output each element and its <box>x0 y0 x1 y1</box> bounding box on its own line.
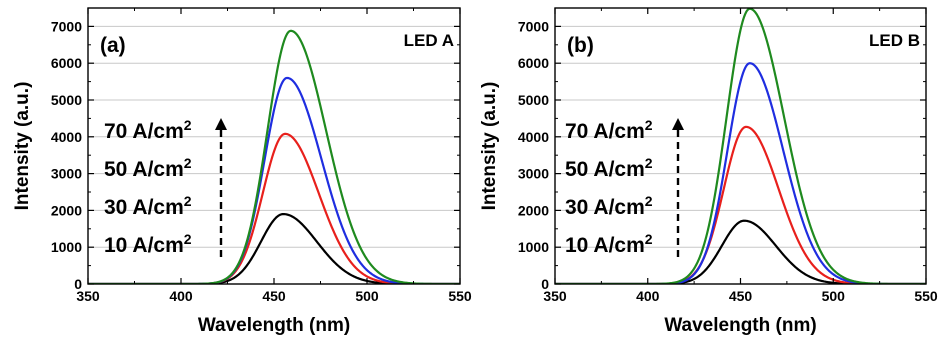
current-density-value: 50 A/cm <box>565 158 645 181</box>
current-density-value: 30 A/cm <box>565 196 645 219</box>
chart-panel-a: 0 1000 2000 3000 4000 5000 6000 7000 350 400 450 50… <box>12 7 472 336</box>
y-tick-label: 1000 <box>518 239 549 255</box>
current-density-value: 10 A/cm <box>104 234 184 257</box>
y-tick-label: 4000 <box>51 129 82 145</box>
superscript: 2 <box>184 155 192 171</box>
x-tick-label: 550 <box>448 288 472 304</box>
corner-label: LED B <box>869 31 920 50</box>
y-tick-label: 2000 <box>51 202 82 218</box>
increase-arrow-head-icon <box>215 118 227 130</box>
y-tick-label: 3000 <box>51 166 82 182</box>
y-tick-label: 0 <box>541 276 549 292</box>
x-tick-label: 350 <box>543 288 567 304</box>
x-tick-label: 450 <box>729 288 753 304</box>
panel-label: (b) <box>567 34 594 57</box>
y-tick-label: 7000 <box>51 18 82 34</box>
y-tick-label: 6000 <box>518 55 549 71</box>
current-density-value: 30 A/cm <box>104 196 184 219</box>
current-density-label: 10 A/cm2 <box>565 231 653 257</box>
superscript: 2 <box>184 193 192 209</box>
x-tick-label: 500 <box>822 288 846 304</box>
current-density-value: 10 A/cm <box>565 234 645 257</box>
current-density-label: 30 A/cm2 <box>565 193 653 219</box>
x-tick-label: 400 <box>636 288 660 304</box>
superscript: 2 <box>645 155 653 171</box>
current-density-label: 10 A/cm2 <box>104 231 192 257</box>
y-tick-label: 1000 <box>51 239 82 255</box>
y-axis-label: Intensity (a.u.) <box>12 82 33 211</box>
superscript: 2 <box>184 231 192 247</box>
superscript: 2 <box>645 193 653 209</box>
y-tick-label: 0 <box>74 276 82 292</box>
x-tick-label: 500 <box>355 288 379 304</box>
x-axis-label: Wavelength (nm) <box>664 315 816 336</box>
panel-label: (a) <box>100 34 126 57</box>
y-tick-label: 3000 <box>518 166 549 182</box>
y-tick-label: 5000 <box>518 92 549 108</box>
y-tick-label: 2000 <box>518 202 549 218</box>
superscript: 2 <box>184 117 192 133</box>
increase-arrow-head-icon <box>672 118 684 130</box>
current-density-value: 70 A/cm <box>104 120 184 143</box>
x-tick-label: 450 <box>262 288 286 304</box>
x-tick-label: 350 <box>76 288 100 304</box>
current-density-label: 50 A/cm2 <box>565 155 653 181</box>
corner-label: LED A <box>404 31 454 50</box>
x-tick-label: 400 <box>169 288 193 304</box>
x-tick-label: 550 <box>914 288 938 304</box>
y-tick-label: 7000 <box>518 18 549 34</box>
superscript: 2 <box>645 231 653 247</box>
series-line-4 <box>555 8 926 284</box>
y-axis-label: Intensity (a.u.) <box>479 82 500 211</box>
current-density-label: 70 A/cm2 <box>565 117 653 143</box>
current-density-label: 70 A/cm2 <box>104 117 192 143</box>
series-line-3 <box>88 76 460 284</box>
y-tick-label: 4000 <box>518 129 549 145</box>
current-density-value: 50 A/cm <box>104 158 184 181</box>
x-axis-label: Wavelength (nm) <box>198 315 350 336</box>
superscript: 2 <box>645 117 653 133</box>
current-density-label: 50 A/cm2 <box>104 155 192 181</box>
y-tick-label: 5000 <box>51 92 82 108</box>
series-line-4 <box>88 29 460 284</box>
current-density-label: 30 A/cm2 <box>104 193 192 219</box>
current-density-value: 70 A/cm <box>565 120 645 143</box>
y-tick-label: 6000 <box>51 55 82 71</box>
chart-panel-b: 0 1000 2000 3000 4000 5000 6000 7000 350 400 450 50… <box>479 7 938 336</box>
